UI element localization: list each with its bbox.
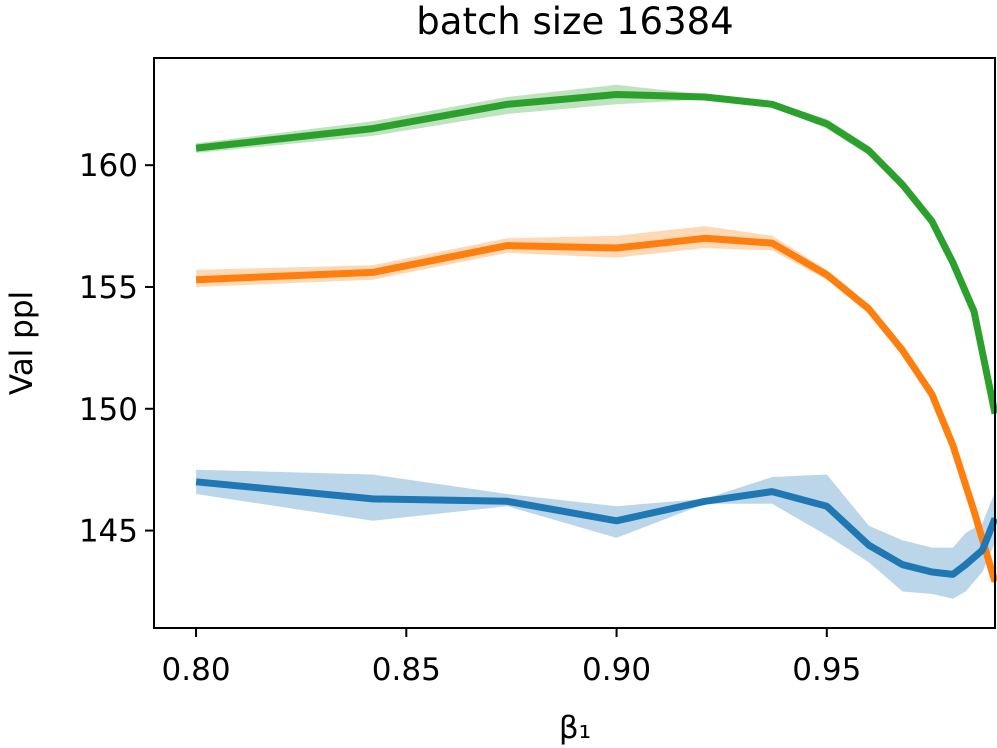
series-0-line <box>195 91 997 415</box>
x-tick-label: 0.90 <box>582 652 651 688</box>
x-axis: 0.80 0.85 0.90 0.95 <box>162 628 861 688</box>
chart-title: batch size 16384 <box>416 0 733 43</box>
plot-frame <box>153 57 996 629</box>
x-tick-label: 0.85 <box>372 652 441 688</box>
x-axis-label: β₁ <box>559 710 591 746</box>
y-tick-label: 150 <box>79 392 138 428</box>
x-tick-label: 0.95 <box>792 652 861 688</box>
x-tick-label: 0.80 <box>162 652 231 688</box>
y-tick-label: 155 <box>79 270 138 306</box>
series-2-band <box>196 469 996 599</box>
series-lines <box>195 91 997 583</box>
y-axis-label: Val ppl <box>4 291 40 395</box>
y-tick-label: 145 <box>79 514 138 550</box>
y-tick-label: 160 <box>79 148 138 184</box>
series-2-line <box>195 478 997 578</box>
y-axis: 145 150 155 160 <box>79 148 154 550</box>
series-1-line <box>195 234 997 583</box>
